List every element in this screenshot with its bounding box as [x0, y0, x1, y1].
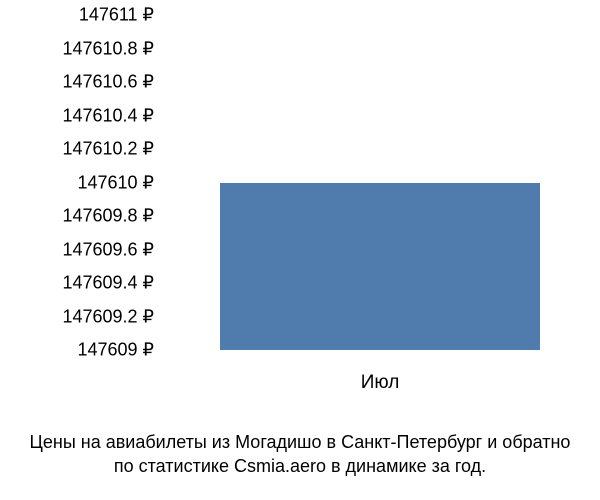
price-chart: 147611 ₽ 147610.8 ₽ 147610.6 ₽ 147610.4 ₽ 14…: [0, 0, 600, 420]
y-tick-label: 147609.4 ₽: [0, 273, 154, 294]
caption-line-1: Цены на авиабилеты из Могадишо в Санкт-П…: [0, 432, 600, 453]
y-tick-label: 147611 ₽: [0, 5, 154, 26]
x-tick-label: Июл: [361, 372, 400, 394]
plot-area: [160, 0, 590, 360]
bar: [220, 183, 540, 351]
y-axis: 147611 ₽ 147610.8 ₽ 147610.6 ₽ 147610.4 ₽ 14…: [0, 0, 160, 360]
y-tick-label: 147610.8 ₽: [0, 38, 154, 59]
y-tick-label: 147609 ₽: [0, 340, 154, 361]
y-tick-label: 147610.2 ₽: [0, 139, 154, 160]
y-tick-label: 147610.4 ₽: [0, 105, 154, 126]
y-tick-label: 147610.6 ₽: [0, 72, 154, 93]
y-tick-label: 147609.8 ₽: [0, 206, 154, 227]
caption-line-2: по статистике Csmia.aero в динамике за г…: [0, 456, 600, 477]
x-axis: Июл: [160, 360, 590, 400]
y-tick-label: 147609.6 ₽: [0, 239, 154, 260]
y-tick-label: 147609.2 ₽: [0, 306, 154, 327]
y-tick-label: 147610 ₽: [0, 172, 154, 193]
